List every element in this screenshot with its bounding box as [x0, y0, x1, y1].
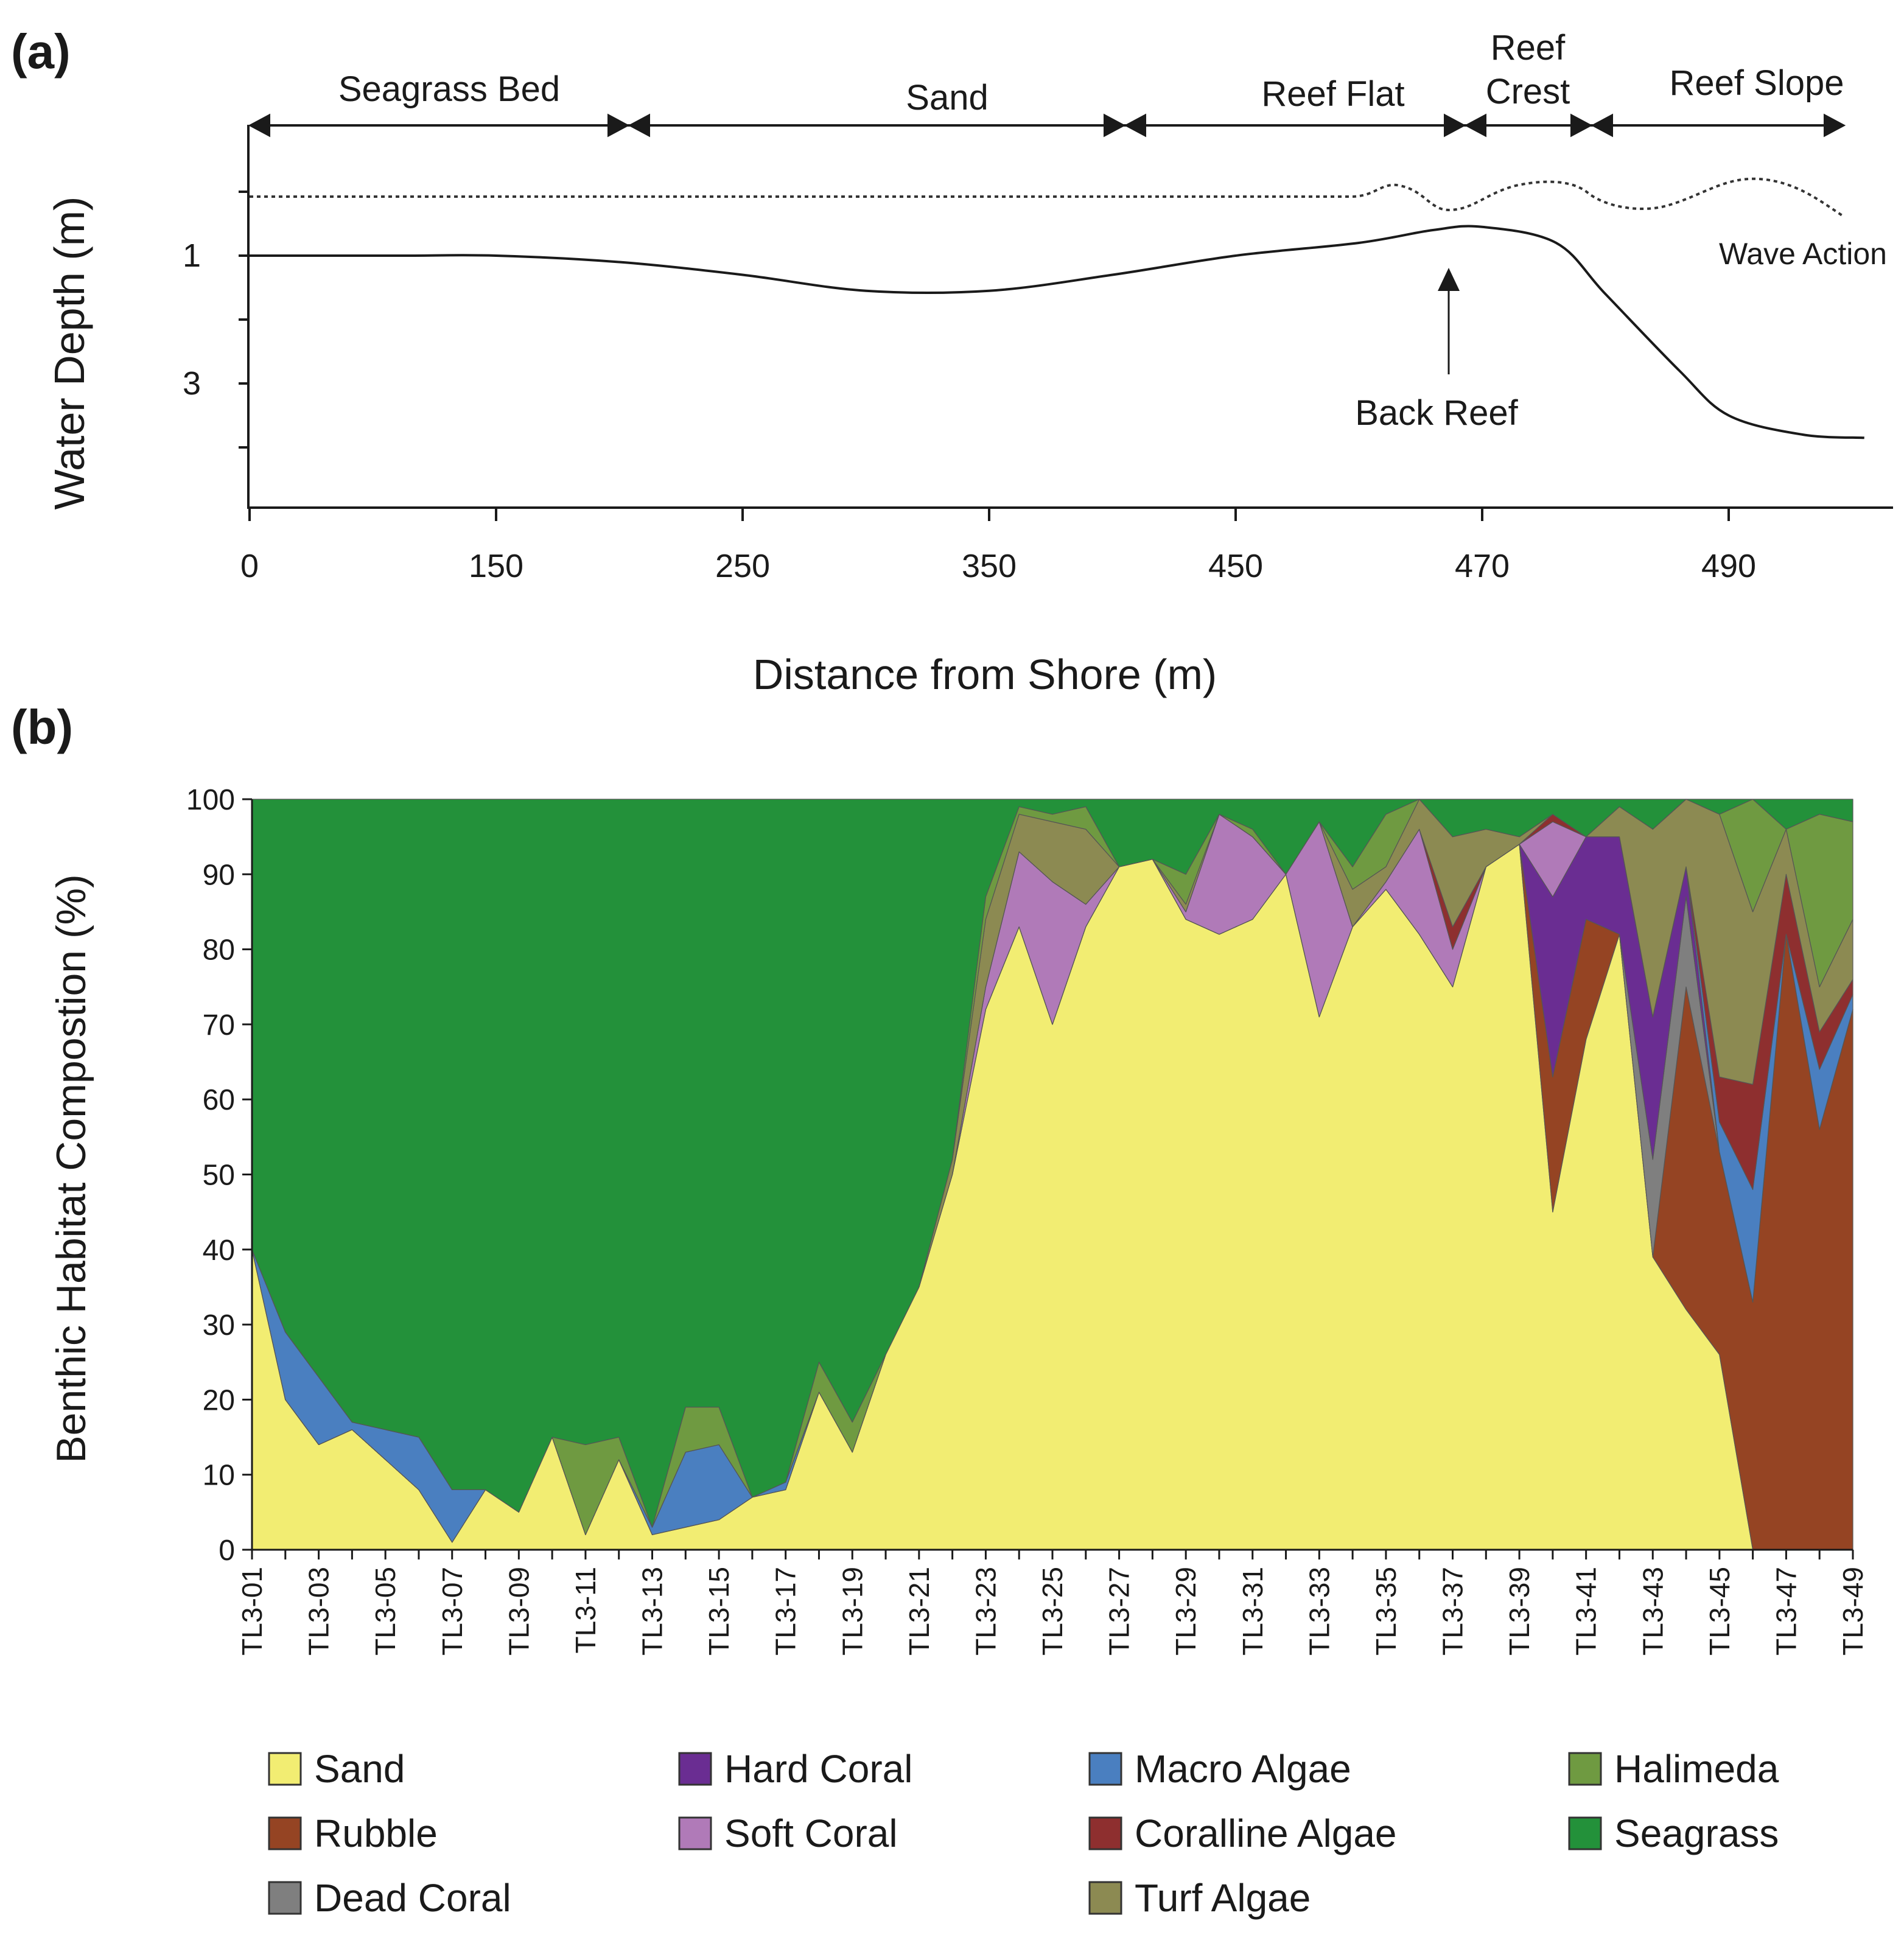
bathymetry-profile-line: [249, 225, 1864, 439]
panel-b-x-tick-label: TL3-19: [836, 1567, 868, 1656]
panel-a-x-tick-label: 150: [469, 548, 523, 584]
legend-swatch-soft-coral: [678, 1816, 712, 1850]
panel-b-x-tick-label: TL3-47: [1770, 1567, 1802, 1656]
legend-label-soft-coral: Soft Coral: [724, 1811, 898, 1855]
panel-a-label: (a): [11, 24, 71, 79]
panel-a-x-tick-label: 490: [1701, 548, 1756, 584]
panel-a-x-tick-label: 350: [962, 548, 1017, 584]
panel-b-y-tick-label: 20: [203, 1384, 235, 1416]
panel-b-x-tick-label: TL3-23: [970, 1567, 1001, 1656]
panel-b-y-tick-label: 0: [219, 1535, 235, 1567]
panel-b-x-tick-label: TL3-07: [436, 1567, 468, 1656]
panel-b-x-tick-label: TL3-29: [1170, 1567, 1202, 1656]
panel-b-x-tick-label: TL3-43: [1637, 1567, 1668, 1656]
panel-a-x-tick-label: 250: [715, 548, 770, 584]
legend-label-coralline-algae: Coralline Algae: [1135, 1811, 1397, 1855]
panel-b-y-tick-label: 100: [186, 784, 235, 816]
panel-b-y-tick-label: 30: [203, 1309, 235, 1342]
panel-b-y-tick-label: 60: [203, 1084, 235, 1116]
legend-label-sand: Sand: [314, 1747, 405, 1791]
legend-swatch-turf-algae: [1088, 1881, 1122, 1915]
panel-b-x-tick-label: TL3-03: [303, 1567, 335, 1656]
legend-label-macro-algae: Macro Algae: [1135, 1747, 1351, 1791]
panel-b-axes: 0 10 20 30 40 50 60 70 80 90 100 TL3-01 TL3-03 TL3-05…: [186, 784, 1869, 1656]
panel-a-axes: [247, 125, 1893, 509]
panel-b-y-tick-label: 10: [203, 1460, 235, 1492]
legend-label-rubble: Rubble: [314, 1811, 438, 1855]
panel-b-x-tick-label: TL3-25: [1037, 1567, 1068, 1656]
legend-label-turf-algae: Turf Algae: [1135, 1876, 1311, 1920]
panel-b-x-tick-label: TL3-01: [236, 1567, 268, 1656]
water-surface-line: [250, 177, 1844, 217]
legend-label-seagrass: Seagrass: [1614, 1811, 1779, 1855]
panel-a-x-tick-label: 0: [240, 548, 259, 584]
legend-label-dead-coral: Dead Coral: [314, 1876, 511, 1920]
panel-b-y-tick-label: 50: [203, 1160, 235, 1192]
panel-b-y-tick-label: 40: [203, 1234, 235, 1267]
panel-b-x-tick-label: TL3-41: [1570, 1567, 1602, 1656]
panel-b-label: (b): [11, 700, 73, 754]
panel-b-x-tick-label: TL3-39: [1503, 1567, 1535, 1656]
panel-b-y-tick-label: 80: [203, 934, 235, 967]
panel-a-y-axis-title: Water Depth (m): [46, 197, 93, 510]
stacked-area-plot: [251, 799, 1853, 1550]
panel-b-x-tick-label: TL3-09: [503, 1567, 534, 1656]
panel-a-y-tick-label: 1: [183, 237, 201, 274]
panel-b-y-tick-label: 70: [203, 1009, 235, 1041]
panel-a-x-tick-label: 470: [1455, 548, 1510, 584]
zone-label-reef-slope: Reef Slope: [1670, 63, 1844, 103]
legend-swatch-coralline-algae: [1088, 1816, 1122, 1850]
panel-b-x-tick-label: TL3-49: [1837, 1567, 1869, 1656]
zone-label-seagrass-bed: Seagrass Bed: [338, 69, 560, 109]
panel-a-x-axis-title: Distance from Shore (m): [753, 651, 1217, 698]
panel-b-x-tick-label: TL3-27: [1104, 1567, 1135, 1656]
panel-b-x-tick-label: TL3-35: [1370, 1567, 1402, 1656]
back-reef-arrowhead: [1438, 268, 1460, 291]
legend-swatch-sand: [268, 1752, 302, 1786]
panel-b-x-tick-label: TL3-31: [1237, 1567, 1269, 1656]
panel-b-x-tick-label: TL3-33: [1303, 1567, 1335, 1656]
legend-swatch-macro-algae: [1088, 1752, 1122, 1786]
wave-action-label: Wave Action: [1719, 237, 1887, 271]
panel-b-x-tick-label: TL3-05: [369, 1567, 401, 1656]
area-series-seagrass: [251, 799, 1853, 1528]
panel-b-x-tick-label: TL3-13: [637, 1567, 668, 1656]
panel-a-ticks: 0 150 250 350 450 470 490 1 3: [183, 191, 1756, 584]
back-reef-label: Back Reef: [1355, 393, 1518, 433]
legend-swatch-hard-coral: [678, 1752, 712, 1786]
legend-swatch-rubble: [268, 1816, 302, 1850]
legend-label-hard-coral: Hard Coral: [724, 1747, 912, 1791]
zone-label-sand: Sand: [906, 78, 988, 117]
panel-b-x-tick-label: TL3-11: [570, 1567, 601, 1653]
panel-b-y-tick-label: 90: [203, 859, 235, 891]
zone-label-reef-crest-line1: Reef: [1491, 28, 1566, 68]
panel-b-x-tick-label: TL3-21: [903, 1567, 935, 1656]
legend-swatch-halimeda: [1568, 1752, 1602, 1786]
panel-a-y-tick-label: 3: [183, 365, 201, 402]
panel-b-x-tick-label: TL3-45: [1704, 1567, 1735, 1656]
legend-swatch-dead-coral: [268, 1881, 302, 1915]
legend-swatch-seagrass: [1568, 1816, 1602, 1850]
legend-label-halimeda: Halimeda: [1614, 1747, 1779, 1791]
panel-a-x-tick-label: 450: [1208, 548, 1263, 584]
zone-label-reef-crest-line2: Crest: [1486, 72, 1570, 111]
panel-b-x-tick-label: TL3-15: [703, 1567, 735, 1656]
zone-arrows: [248, 113, 1846, 138]
panel-b-y-axis-title: Benthic Habitat Compostion (%): [48, 874, 94, 1463]
panel-b-x-tick-label: TL3-37: [1437, 1567, 1469, 1656]
panel-b-x-tick-label: TL3-17: [770, 1567, 802, 1656]
zone-label-reef-flat: Reef Flat: [1261, 74, 1404, 114]
legend: Sand Hard Coral Macro Algae Halimeda Rubble S…: [268, 1747, 1779, 1920]
